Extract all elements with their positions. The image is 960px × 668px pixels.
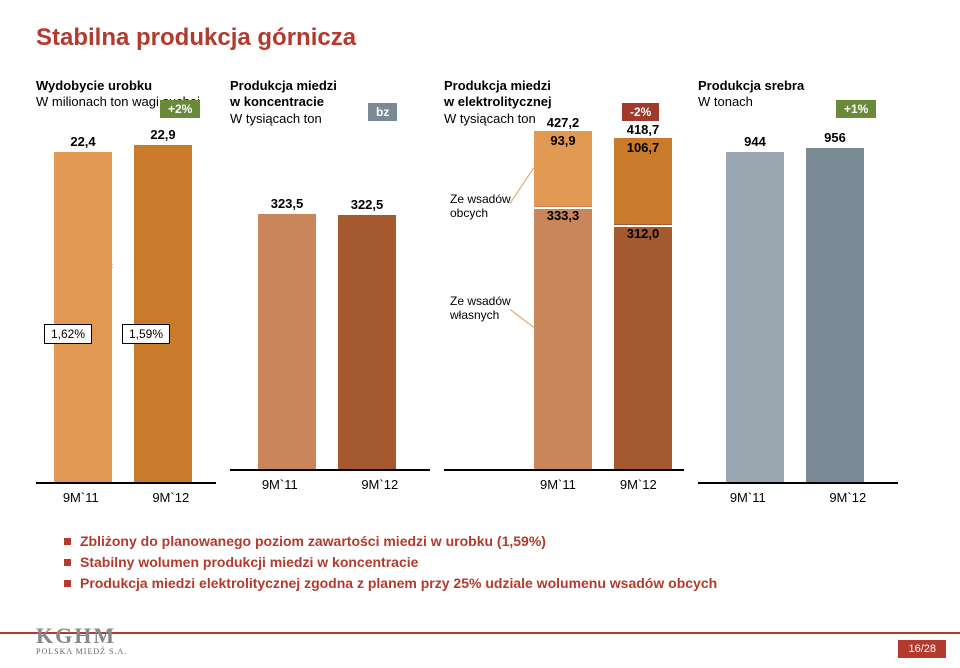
bar-value-label: 22,9 (134, 127, 192, 142)
stacked-bar: 93,9 333,3 (534, 131, 592, 469)
bar-segment: 106,7 (614, 138, 672, 224)
chart-bar: 944 (726, 152, 784, 482)
stacked-bar: 106,7 312,0 (614, 138, 672, 469)
ore-grade-value: 1,59% (122, 324, 170, 344)
chart1-x0: 9M`11 (63, 490, 99, 505)
footer-kghm: KGHM (36, 623, 127, 649)
chart4-area: 944956+1% (698, 124, 898, 484)
chart1-xlabels: 9M`11 9M`12 (36, 490, 216, 505)
bar-total-label: 427,2 (533, 115, 593, 130)
bar-value-label: 323,5 (258, 196, 316, 211)
chart2-area: 323,5322,5bz (230, 127, 430, 471)
chart3-anno-top: Ze wsadów obcych (450, 193, 511, 221)
chart-bar: 956 (806, 148, 864, 482)
chart2-x1: 9M`12 (361, 477, 398, 492)
chart-block-koncentrat: Produkcja miedzi w koncentracie W tysiąc… (230, 78, 430, 492)
chart-block-srebro: Produkcja srebra W tonach 944956+1% 9M`1… (698, 78, 898, 505)
chart4-x0: 9M`11 (730, 490, 766, 505)
chart3-xlabels: 9M`11 9M`12 (444, 477, 684, 492)
chart2-xlabels: 9M`11 9M`12 (230, 477, 430, 492)
chart2-header: Produkcja miedzi w koncentracie W tysiąc… (230, 78, 430, 127)
chart2-h2a: w koncentracie (230, 94, 324, 109)
slide-title: Stabilna produkcja górnicza (36, 24, 924, 52)
segment-value-label: 93,9 (534, 133, 592, 148)
footer-sub: POLSKA MIEDŹ S.A. (36, 647, 127, 656)
bar-total-label: 418,7 (613, 122, 673, 137)
chart2-h1: Produkcja miedzi (230, 78, 430, 94)
chart1-h1: Wydobycie urobku (36, 78, 216, 94)
ore-grade-value: 1,62% (44, 324, 92, 344)
chart3-x0: 9M`11 (540, 477, 576, 492)
chart-block-elektrolityczna: Produkcja miedzi w elektrolitycznej W ty… (444, 78, 684, 492)
chart4-xlabels: 9M`11 9M`12 (698, 490, 898, 505)
chart4-h1: Produkcja srebra (698, 78, 898, 94)
change-badge: +1% (836, 100, 876, 118)
page-number: 16/28 (898, 640, 946, 658)
chart-block-wydobycie: Wydobycie urobku W milionach ton wagi su… (36, 78, 216, 505)
chart3-x1: 9M`12 (620, 477, 657, 492)
chart3-anno-bot-l2: własnych (450, 309, 511, 323)
bullet-2: Stabilny wolumen produkcji miedzi w konc… (64, 554, 924, 570)
stack-divider (532, 207, 594, 209)
bar-value-label: 944 (726, 134, 784, 149)
chart-bar: 322,5 (338, 215, 396, 469)
footer-rule (0, 632, 960, 634)
chart3-area: Ze wsadów obcych Ze wsadów własnych 427,… (444, 127, 684, 471)
chart3-h1: Produkcja miedzi (444, 78, 684, 94)
change-badge: bz (368, 103, 397, 121)
chart-bar: 22,4 (54, 152, 112, 482)
chart3-h2a: w elektrolitycznej (444, 94, 552, 109)
bar-value-label: 22,4 (54, 134, 112, 149)
bullet-3: Produkcja miedzi elektrolitycznej zgodna… (64, 575, 924, 591)
bar-value-label: 956 (806, 130, 864, 145)
bar-segment: 312,0 (614, 224, 672, 469)
chart3-anno-top-l2: obcych (450, 207, 511, 221)
chart3-anno-bot: Ze wsadów własnych (450, 295, 511, 323)
connector-line (510, 167, 535, 204)
bar-segment: 333,3 (534, 206, 592, 469)
chart3-anno-top-l1: Ze wsadów (450, 193, 511, 207)
chart1-x1: 9M`12 (152, 490, 189, 505)
connector-line (510, 309, 535, 328)
change-badge: +2% (160, 100, 200, 118)
chart2-h2b: W tysiącach ton (230, 111, 430, 127)
segment-value-label: 106,7 (614, 140, 672, 155)
change-badge: -2% (622, 103, 659, 121)
chart3-anno-bot-l1: Ze wsadów (450, 295, 511, 309)
bullet-list: Zbliżony do planowanego poziom zawartośc… (64, 533, 924, 591)
stack-divider (612, 225, 674, 227)
chart-bar: 323,5 (258, 214, 316, 469)
chart4-x1: 9M`12 (829, 490, 866, 505)
bar-segment: 93,9 (534, 131, 592, 206)
chart-bar: 22,9 (134, 145, 192, 482)
chart1-area: Zawartość miedzi w urobku 22,422,9+2%1,6… (36, 124, 216, 484)
footer-brand: KGHM POLSKA MIEDŹ S.A. (36, 623, 127, 656)
charts-row: Wydobycie urobku W milionach ton wagi su… (36, 78, 924, 505)
bullet-1: Zbliżony do planowanego poziom zawartośc… (64, 533, 924, 549)
segment-value-label: 312,0 (614, 226, 672, 241)
segment-value-label: 333,3 (534, 208, 592, 223)
chart2-x0: 9M`11 (262, 477, 298, 492)
bar-value-label: 322,5 (338, 197, 396, 212)
